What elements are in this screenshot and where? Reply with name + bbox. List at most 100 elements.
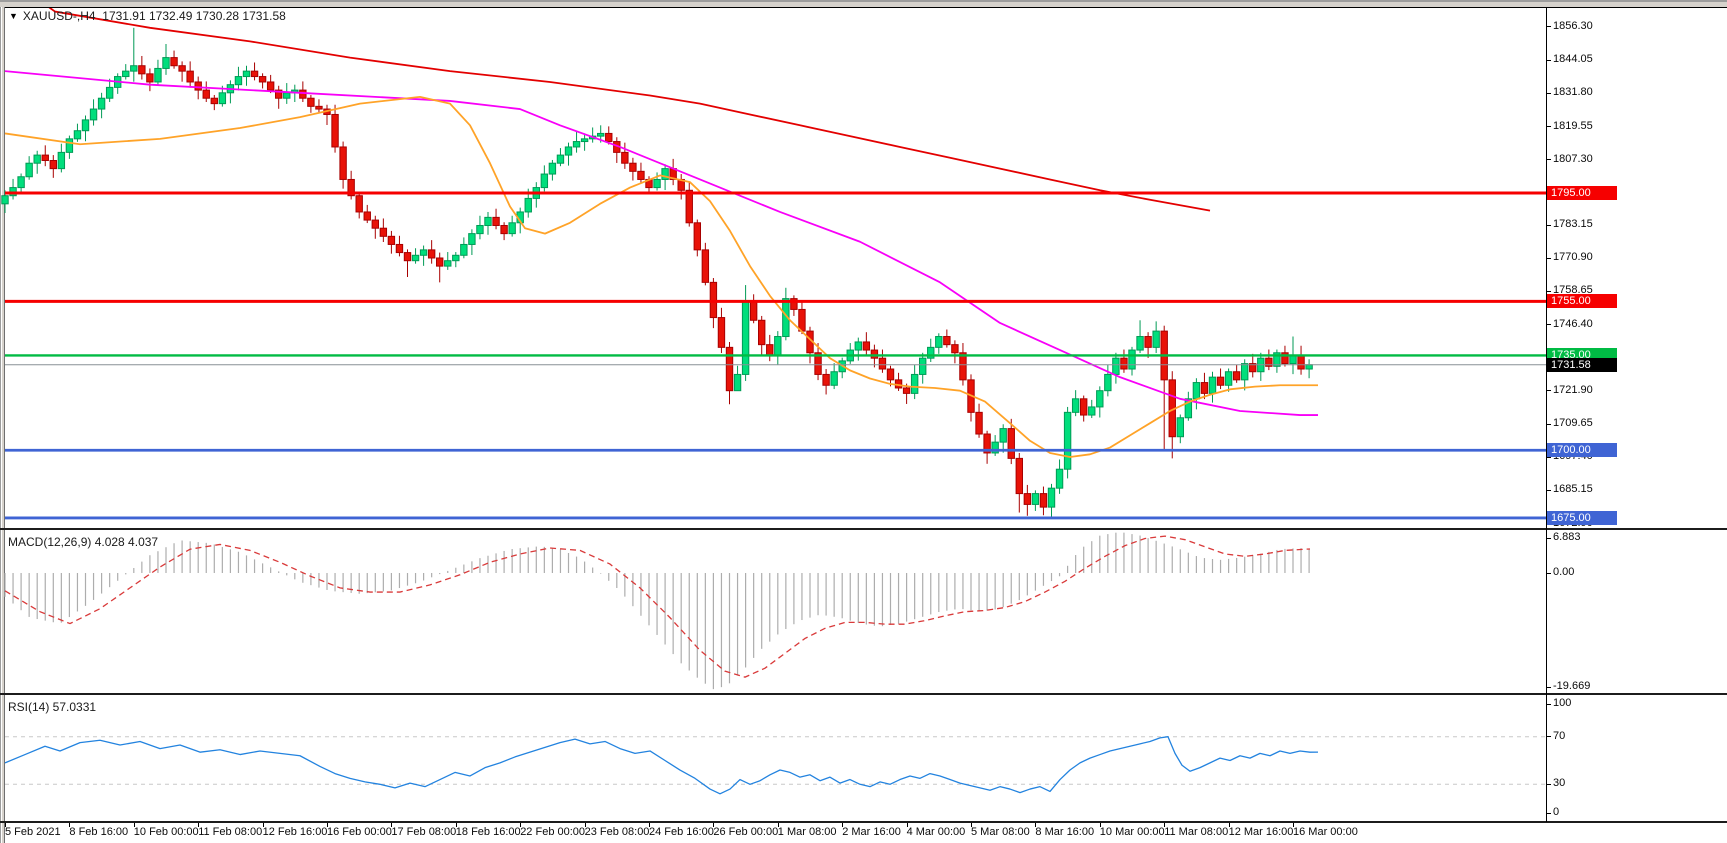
candle-body: [556, 154, 565, 164]
candle-body: [637, 170, 645, 180]
candle-body: [1112, 357, 1120, 375]
time-label: 10 Mar 00:00: [1099, 826, 1165, 838]
time-tick: [1164, 823, 1166, 827]
candle-body: [959, 352, 967, 381]
candle-body: [1031, 493, 1040, 505]
macd-scale-tick: [1546, 537, 1551, 539]
candle-body: [307, 97, 315, 107]
candle-body: [1039, 493, 1048, 508]
price-badge-1731.58: 1731.58: [1547, 357, 1617, 372]
candle-body: [1015, 457, 1023, 495]
time-tick: [69, 823, 71, 827]
price-tick-label: 1685.15: [1553, 483, 1593, 496]
time-tick: [1228, 823, 1230, 827]
chart-header: ▼ XAUUSD-,H4 1731.91 1732.49 1730.28 1731…: [9, 9, 286, 23]
candle-body: [41, 154, 49, 162]
rsi-line: [4, 736, 1319, 795]
candle-body: [1265, 357, 1273, 367]
macd-indicator-panel[interactable]: [0, 531, 1546, 693]
candle-body: [178, 65, 186, 72]
candle-body: [500, 224, 508, 235]
candle-body: [202, 89, 210, 99]
rsi-indicator-panel[interactable]: [0, 695, 1546, 821]
price-tick: [1546, 423, 1551, 425]
candle-body: [910, 373, 919, 394]
candle-body: [250, 70, 259, 78]
candle-body: [685, 189, 693, 224]
time-tick: [262, 823, 264, 827]
price-tick-label: 1783.15: [1553, 218, 1593, 231]
candle-body: [1176, 417, 1184, 438]
candle-body: [782, 298, 790, 338]
price-tick: [1546, 290, 1551, 292]
candle-body: [283, 92, 291, 99]
candle-body: [1232, 371, 1241, 381]
price-tick: [1546, 456, 1551, 458]
candle-body: [339, 146, 347, 180]
ma-orange[interactable]: [4, 95, 1318, 458]
candle-body: [1055, 468, 1064, 489]
candle-body: [854, 341, 862, 351]
candle-body: [862, 341, 871, 351]
price-tick-label: 1831.80: [1553, 86, 1593, 99]
symbol-dropdown-icon[interactable]: ▼: [9, 11, 18, 21]
rsi-scale-tick: [1546, 783, 1551, 785]
time-label: 18 Feb 16:00: [455, 826, 521, 838]
candle-body: [919, 357, 927, 375]
candle-body: [299, 89, 307, 99]
price-tick-label: 1746.40: [1553, 317, 1593, 330]
time-tick: [327, 823, 328, 827]
candle-body: [122, 70, 130, 78]
candle-body: [597, 132, 605, 137]
time-label: 4 Mar 00:00: [906, 826, 966, 838]
time-label: 1 Mar 08:00: [777, 826, 837, 838]
price-tick: [1546, 59, 1551, 61]
candle-body: [427, 249, 436, 259]
price-tick-label: 1709.65: [1553, 417, 1593, 430]
candle-body: [902, 387, 911, 394]
candle-body: [1281, 352, 1289, 365]
rsi-scale-label: 30: [1553, 777, 1566, 790]
main-price-chart[interactable]: [0, 8, 1546, 528]
macd-label: MACD(12,26,9) 4.028 4.037: [8, 535, 159, 549]
candle-body: [371, 219, 380, 229]
time-label: 22 Feb 00:00: [520, 826, 586, 838]
candle-body: [661, 168, 669, 180]
time-label: 8 Mar 16:00: [1035, 826, 1095, 838]
time-label: 16 Feb 00:00: [327, 826, 392, 838]
candle-body: [476, 224, 484, 235]
rsi-scale-label: 0: [1553, 806, 1560, 818]
candle-body: [572, 141, 581, 148]
candle-body: [886, 368, 895, 381]
time-label: 17 Feb 08:00: [391, 826, 457, 838]
candle-body: [693, 222, 701, 251]
price-tick: [1546, 126, 1551, 128]
candle-body: [822, 373, 830, 386]
candle-body: [1063, 411, 1072, 470]
candle-body: [105, 86, 114, 99]
candle-body: [1088, 406, 1096, 416]
price-tick-label: 1721.90: [1553, 383, 1593, 396]
macd-scale-label: 0.00: [1553, 566, 1575, 578]
candle-body: [444, 260, 452, 267]
candle-body: [790, 298, 798, 310]
chart-top-border: [0, 7, 1727, 8]
panel-separator-macd-rsi[interactable]: [0, 693, 1727, 695]
window-left-border: [0, 7, 5, 843]
macd-scale-tick: [1546, 572, 1551, 574]
price-tick: [1546, 26, 1551, 28]
time-tick: [198, 823, 200, 827]
candle-body: [484, 216, 492, 226]
candle-body: [870, 349, 879, 359]
candle-body: [89, 108, 98, 121]
rsi-scale-tick: [1546, 812, 1551, 814]
time-label: 11 Mar 08:00: [1164, 826, 1229, 838]
candle-body: [1080, 398, 1088, 416]
price-badge-1755.00: 1755.00: [1547, 294, 1617, 309]
panel-separator-main-macd[interactable]: [0, 528, 1727, 530]
macd-scale-label: -19.669: [1553, 680, 1591, 692]
ma-red[interactable]: [40, 8, 1211, 212]
rsi-scale-label: 70: [1553, 729, 1566, 742]
candle-body: [749, 300, 758, 321]
ohlc-quote-label: 1731.91 1732.49 1730.28 1731.58: [102, 9, 286, 23]
